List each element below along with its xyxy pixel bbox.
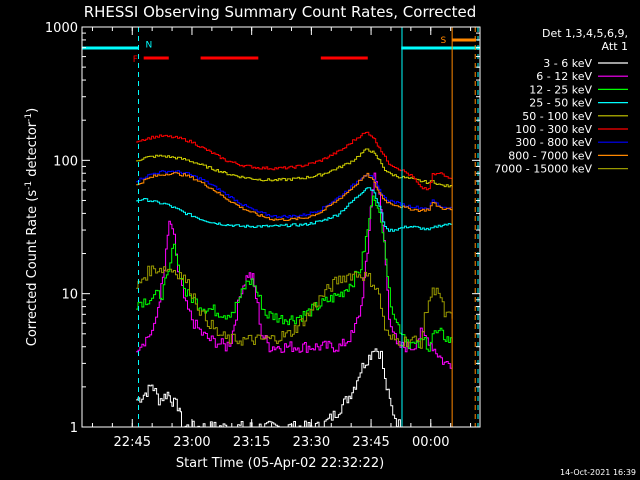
y-axis-label-sup1: -1 bbox=[24, 181, 34, 190]
night-flag-bar-1 bbox=[401, 46, 480, 50]
y-axis-label: Corrected Count Rate (s-1 detector-1) bbox=[24, 108, 40, 346]
y-axis: 1 10 100 1000 bbox=[45, 21, 480, 436]
series-line-3 bbox=[136, 187, 453, 232]
flare-flag-bar-1 bbox=[200, 56, 259, 60]
saa-flag-bar-0 bbox=[452, 38, 477, 42]
legend-label-0: 3 - 6 keV bbox=[543, 57, 592, 70]
x-axis: 22:45 23:00 23:15 23:30 23:45 00:00 bbox=[91, 27, 472, 450]
legend-header-line1: Det 1,3,4,5,6,9, bbox=[542, 27, 628, 40]
x-tick-label-1: 23:00 bbox=[173, 435, 210, 450]
legend-label-8: 7000 - 15000 keV bbox=[494, 163, 592, 176]
legend-label-5: 100 - 300 keV bbox=[515, 123, 592, 136]
series-line-5 bbox=[136, 131, 453, 191]
legend-label-7: 800 - 7000 keV bbox=[508, 149, 592, 162]
series-line-4 bbox=[136, 148, 453, 188]
x-axis-label: Start Time (05-Apr-02 22:32:22) bbox=[176, 456, 384, 471]
footer-date: 14-Oct-2021 16:39 bbox=[560, 468, 636, 477]
series-line-2 bbox=[136, 195, 453, 352]
x-tick-label-2: 23:15 bbox=[233, 435, 270, 450]
plot-frame bbox=[81, 26, 481, 428]
x-tick-label-0: 22:45 bbox=[114, 435, 151, 450]
night-flag-label: N bbox=[146, 41, 153, 51]
series-line-6 bbox=[136, 170, 453, 219]
legend-label-6: 300 - 800 keV bbox=[515, 136, 592, 149]
legend-label-3: 25 - 50 keV bbox=[529, 97, 592, 110]
y-axis-label-main: Corrected Count Rate (s bbox=[25, 190, 40, 347]
series-line-0 bbox=[136, 348, 401, 427]
saa-flag-label: S bbox=[441, 36, 447, 46]
y-tick-label-0: 1 bbox=[70, 421, 78, 436]
night-flag-bar-0 bbox=[82, 46, 139, 50]
series-line-8 bbox=[136, 265, 453, 349]
flare-flag-bar-0 bbox=[143, 56, 169, 60]
legend-header-line2: Att 1 bbox=[602, 40, 628, 53]
chart-title: RHESSI Observing Summary Count Rates, Co… bbox=[84, 3, 477, 21]
y-tick-label-2: 100 bbox=[53, 154, 78, 169]
flare-flag-label: F bbox=[133, 55, 138, 65]
y-axis-label-end: ) bbox=[25, 108, 40, 113]
y-tick-label-1: 10 bbox=[61, 288, 78, 303]
legend-label-4: 50 - 100 keV bbox=[522, 110, 592, 123]
legend-label-2: 12 - 25 keV bbox=[529, 83, 592, 96]
x-tick-label-3: 23:30 bbox=[293, 435, 330, 450]
plot-area: NF S bbox=[82, 27, 480, 427]
y-axis-label-sup2: -1 bbox=[24, 113, 34, 122]
x-tick-label-5: 00:00 bbox=[412, 435, 449, 450]
legend-label-1: 6 - 12 keV bbox=[536, 70, 592, 83]
y-axis-label-mid: detector bbox=[25, 121, 40, 181]
flare-flag-bar-2 bbox=[320, 56, 368, 60]
y-tick-label-3: 1000 bbox=[45, 21, 78, 36]
series-line-7 bbox=[136, 172, 453, 221]
x-tick-label-4: 23:45 bbox=[352, 435, 389, 450]
